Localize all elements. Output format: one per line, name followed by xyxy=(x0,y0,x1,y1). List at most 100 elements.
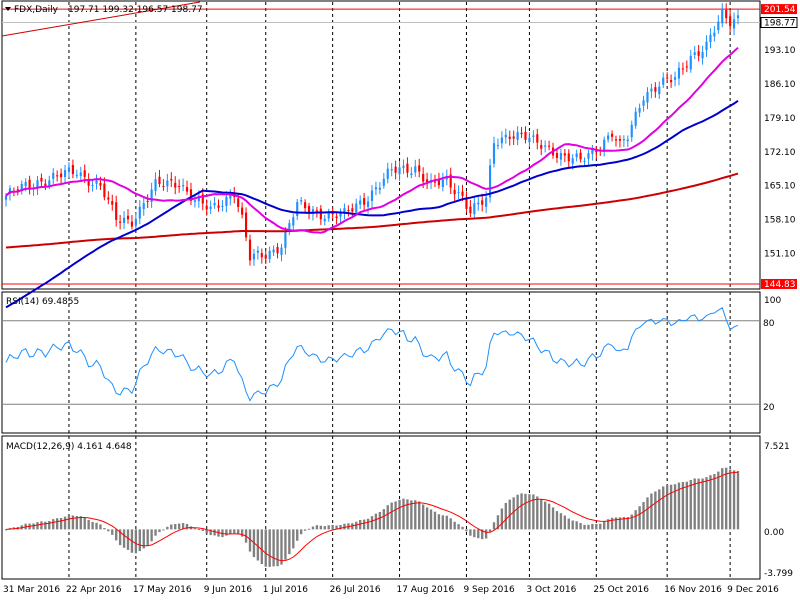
macd-bar xyxy=(91,521,94,530)
candle xyxy=(410,167,413,179)
rsi-header: RSI(14) 69.4855 xyxy=(6,297,79,307)
macd-bar xyxy=(658,489,661,530)
candle xyxy=(44,179,47,191)
macd-bar xyxy=(36,522,39,530)
macd-bar xyxy=(327,525,330,530)
candle xyxy=(638,103,641,118)
macd-bar xyxy=(701,478,704,530)
candle xyxy=(158,169,161,188)
macd-bar xyxy=(425,507,429,530)
macd-bar xyxy=(622,517,626,530)
macd-bar xyxy=(717,471,720,530)
macd-bar xyxy=(44,521,47,530)
trend-line xyxy=(1,1,201,37)
candle xyxy=(500,131,503,149)
candle xyxy=(347,205,350,217)
macd-bar xyxy=(343,523,346,530)
macd-bar xyxy=(170,524,173,530)
candle xyxy=(512,130,515,146)
horizontal-reference-lines xyxy=(1,1,760,285)
macd-series xyxy=(4,467,740,567)
macd-bar xyxy=(378,511,382,530)
macd-bar xyxy=(362,519,366,530)
macd-bar xyxy=(177,523,181,530)
macd-bar xyxy=(382,509,385,530)
macd-bar xyxy=(111,529,114,535)
macd-bar xyxy=(280,529,283,565)
macd-bar xyxy=(630,514,633,530)
macd-bar xyxy=(339,525,342,530)
candle xyxy=(111,194,114,211)
macd-bar xyxy=(59,518,63,530)
macd-bar xyxy=(166,526,169,530)
candle xyxy=(705,35,708,57)
macd-bar xyxy=(504,502,507,530)
candle xyxy=(488,158,492,203)
macd-bar xyxy=(32,523,35,530)
candle xyxy=(591,145,594,161)
macd-bar xyxy=(284,529,287,560)
candle xyxy=(95,174,98,190)
macd-bar xyxy=(331,524,334,530)
macd-bar xyxy=(162,529,165,531)
candle xyxy=(685,60,688,73)
candle xyxy=(276,243,279,259)
candle xyxy=(437,172,440,189)
candle xyxy=(154,172,157,196)
macd-bar xyxy=(465,529,468,532)
macd-bar xyxy=(122,529,126,548)
macd-bar xyxy=(126,529,130,550)
macd-bar xyxy=(673,484,677,530)
macd-bar xyxy=(626,517,629,530)
macd-bar xyxy=(335,525,338,530)
candle xyxy=(280,243,283,262)
candle xyxy=(130,214,134,230)
macd-bar xyxy=(107,529,110,532)
candle xyxy=(343,203,346,220)
candle xyxy=(528,132,531,148)
candle xyxy=(465,191,468,213)
macd-bar xyxy=(614,517,618,530)
candle xyxy=(134,212,137,230)
macd-bar xyxy=(410,500,413,530)
macd-bar xyxy=(276,529,279,567)
macd-bar xyxy=(174,524,177,530)
macd-bar xyxy=(484,529,488,539)
candle xyxy=(170,172,173,188)
candle xyxy=(504,128,507,144)
candle xyxy=(658,81,661,99)
x-tick-label: 9 Dec 2016 xyxy=(727,585,779,595)
macd-bar xyxy=(359,519,362,530)
macd-bar xyxy=(469,529,472,536)
macd-bar xyxy=(524,493,527,530)
candle xyxy=(244,207,248,242)
macd-bar xyxy=(603,521,606,530)
macd-bar xyxy=(685,481,689,530)
candle xyxy=(355,198,358,216)
candle xyxy=(693,46,696,60)
macd-bar xyxy=(390,502,393,530)
candle xyxy=(205,199,208,216)
candle xyxy=(122,211,126,229)
dropdown-arrow-icon[interactable] xyxy=(5,7,11,11)
candle xyxy=(394,160,397,180)
candle xyxy=(477,196,480,211)
candle xyxy=(60,168,63,184)
candle xyxy=(614,135,618,147)
price-tags: 201.54 198.77 144.83 xyxy=(760,4,798,290)
macd-bar xyxy=(520,493,523,530)
svg-text:198.77: 198.77 xyxy=(764,19,796,29)
y-tick-label: 179.10 xyxy=(764,114,796,124)
candle xyxy=(496,138,500,150)
candle xyxy=(67,162,71,178)
macd-bar xyxy=(595,523,598,530)
rsi-line xyxy=(5,307,739,402)
candle xyxy=(544,140,547,153)
candle xyxy=(492,136,496,168)
macd-bar xyxy=(398,499,401,530)
y-tick-label: 172.10 xyxy=(764,148,796,158)
candle xyxy=(721,3,724,28)
macd-bar xyxy=(48,521,51,530)
macd-bar xyxy=(75,516,79,530)
